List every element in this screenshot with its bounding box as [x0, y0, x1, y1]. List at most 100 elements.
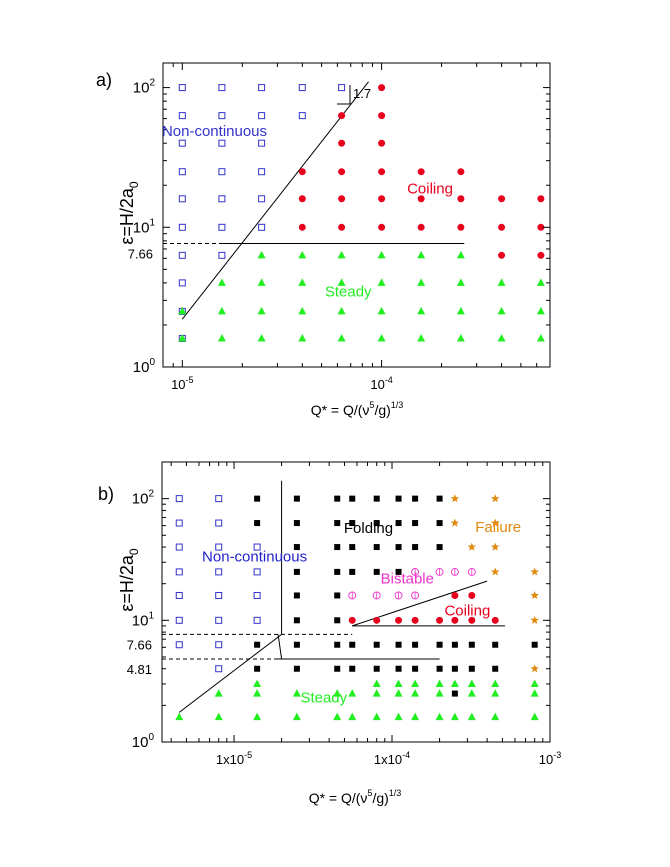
- folding-point: [254, 520, 261, 527]
- non-continuous-point: [175, 616, 183, 624]
- steady-point: [394, 689, 403, 697]
- steady-point: [333, 712, 342, 721]
- folding-point: [293, 495, 300, 502]
- folding-point: [395, 665, 402, 672]
- folding-point: [349, 568, 356, 575]
- steady-point: [536, 333, 545, 342]
- folding-point: [334, 641, 341, 648]
- steady-point: [377, 306, 386, 315]
- folding-point: [436, 495, 443, 502]
- non-continuous-point: [253, 616, 261, 624]
- non-continuous-point: [218, 168, 226, 176]
- non-continuous-point: [253, 591, 261, 599]
- steady-point: [417, 333, 426, 342]
- folding-point: [412, 495, 419, 502]
- steady-point: [257, 333, 266, 342]
- steady-point: [372, 689, 381, 697]
- region-label-non-continuous: Non-continuous: [162, 123, 267, 140]
- folding-point: [531, 641, 538, 648]
- region-label-failure: Failure: [475, 519, 521, 536]
- non-continuous-point: [258, 84, 266, 92]
- folding-point: [395, 568, 402, 575]
- coiling-point: [491, 616, 499, 624]
- x-axis-label: Q* = Q/(ν5/g)1/3: [309, 788, 402, 806]
- threshold-label: 4.81: [127, 662, 152, 677]
- folding-point: [373, 520, 380, 527]
- steady-point: [257, 278, 266, 286]
- steady-point: [456, 333, 465, 342]
- folding-point: [412, 665, 419, 672]
- non-continuous-point: [215, 495, 223, 503]
- folding-point: [412, 641, 419, 648]
- non-continuous-point: [218, 195, 226, 203]
- x-tick-label: 1x10-4: [374, 750, 410, 767]
- folding-point: [293, 617, 300, 624]
- folding-point: [349, 641, 356, 648]
- region-label-coiling: Coiling: [407, 180, 453, 197]
- coiling-point: [298, 168, 306, 176]
- folding-point: [451, 665, 458, 672]
- panel-label: b): [98, 484, 114, 504]
- coiling-point: [338, 195, 346, 203]
- x-tick-label: 10-3: [539, 750, 561, 767]
- steady-point: [337, 306, 346, 315]
- failure-point: [530, 567, 539, 576]
- non-continuous-point: [178, 84, 186, 92]
- steady-point: [337, 278, 346, 286]
- coiling-point: [436, 616, 444, 624]
- steady-point: [333, 689, 342, 697]
- coiling-point: [498, 223, 506, 231]
- coiling-point: [417, 195, 425, 203]
- folding-point: [334, 665, 341, 672]
- non-continuous-point: [215, 616, 223, 624]
- coiling-point: [298, 223, 306, 231]
- folding-point: [254, 641, 261, 648]
- region-label-non-continuous: Non-continuous: [202, 548, 307, 565]
- non-continuous-point: [215, 519, 223, 527]
- folding-point: [395, 495, 402, 502]
- x-tick-label: 10-5: [171, 375, 193, 392]
- folding-point: [293, 592, 300, 599]
- folding-point: [349, 520, 356, 527]
- steady-point: [217, 278, 226, 286]
- folding-point: [334, 544, 341, 551]
- steady-point: [435, 689, 444, 697]
- non-continuous-point: [258, 223, 266, 231]
- folding-point: [334, 592, 341, 599]
- coiling-point: [338, 139, 346, 147]
- slope-label: 1.7: [353, 86, 371, 101]
- non-continuous-point: [175, 591, 183, 599]
- coiling-point: [537, 195, 545, 203]
- y-axis-label: ε=H/2a0: [117, 181, 141, 245]
- folding-point: [293, 641, 300, 648]
- coiling-point: [451, 616, 459, 624]
- steady-point: [530, 712, 539, 721]
- failure-point: [490, 494, 500, 503]
- steady-point: [530, 679, 539, 687]
- regime-boundary-line: [277, 634, 283, 660]
- steady-point: [377, 250, 386, 259]
- non-continuous-point: [253, 568, 261, 576]
- coiling-point: [338, 168, 346, 176]
- steady-point: [411, 679, 420, 687]
- folding-point: [436, 665, 443, 672]
- folding-point: [334, 568, 341, 575]
- steady-point: [298, 250, 307, 259]
- non-continuous-point: [298, 84, 306, 92]
- steady-point: [298, 333, 307, 342]
- failure-point: [530, 664, 539, 673]
- non-continuous-point: [218, 112, 226, 120]
- non-continuous-point: [175, 519, 183, 527]
- coiling-point: [537, 251, 545, 259]
- folding-point: [395, 544, 402, 551]
- folding-point: [468, 641, 475, 648]
- steady-point: [536, 278, 545, 286]
- steady-point: [417, 278, 426, 286]
- steady-point: [491, 679, 500, 687]
- region-label-coiling: Coiling: [444, 602, 490, 619]
- steady-point: [214, 689, 223, 697]
- non-continuous-point: [178, 195, 186, 203]
- steady-point: [178, 333, 187, 342]
- steady-point: [411, 689, 420, 697]
